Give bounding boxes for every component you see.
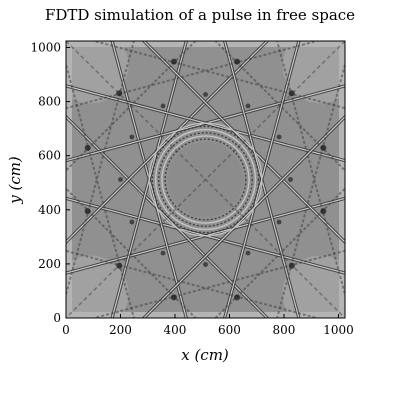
- wavefront-line-dashed: [90, 249, 345, 318]
- wavefront-line-light: [143, 116, 345, 318]
- interference-node: [203, 92, 208, 97]
- interference-node: [245, 250, 251, 256]
- interference-node: [245, 103, 251, 109]
- interference-node: [276, 219, 282, 225]
- x-tick-label: 1000: [323, 323, 354, 337]
- x-axis-label: x (cm): [181, 346, 229, 364]
- wavefront-line-light: [111, 41, 187, 318]
- wavefront-line-light: [66, 197, 345, 274]
- boundary-band: [66, 41, 345, 318]
- y-tick-label: 1000: [30, 40, 61, 54]
- corner-reflection: [282, 41, 345, 104]
- corner-reflection: [66, 41, 129, 104]
- corner-reflection: [66, 255, 129, 318]
- x-tick-label: 200: [109, 323, 132, 337]
- y-axis-label: y (cm): [6, 156, 24, 205]
- interference-node: [320, 144, 327, 151]
- wavefront-line-dashed: [66, 41, 197, 172]
- y-tick-label: 400: [38, 203, 61, 217]
- wavefront-line-light: [66, 41, 268, 243]
- wavefront-line-light: [66, 85, 345, 162]
- interference-node: [84, 144, 91, 151]
- x-tick-label: 800: [273, 323, 296, 337]
- wavefront-line-dashed: [66, 187, 197, 318]
- interference-node: [288, 262, 295, 269]
- interference-node: [160, 250, 166, 256]
- interference-node: [320, 208, 327, 215]
- interference-node: [234, 294, 241, 301]
- y-tick-label: 600: [38, 149, 61, 163]
- chart-title: FDTD simulation of a pulse in free space: [45, 6, 355, 24]
- wavefront-line-dashed: [214, 187, 345, 318]
- y-tick-label: 200: [38, 257, 61, 271]
- wavefront-line-dashed: [276, 41, 345, 299]
- diagonal-wavefront: [66, 41, 345, 318]
- plot-frame: [65, 40, 346, 319]
- wavefront-line-dashed: [66, 41, 135, 299]
- interference-node: [170, 294, 177, 301]
- x-tick-label: 600: [218, 323, 241, 337]
- interference-node: [203, 262, 208, 267]
- ripple-ring: [158, 132, 253, 227]
- wavefront-line-dashed: [66, 249, 321, 318]
- ripple-ring: [151, 125, 260, 234]
- y-tick-label: 0: [53, 311, 61, 325]
- x-tick-label: 0: [62, 323, 70, 337]
- wavefront-line-dashed: [66, 60, 135, 318]
- interference-node: [170, 58, 177, 65]
- interference-node: [160, 103, 166, 109]
- corner-reflection: [282, 255, 345, 318]
- x-axis: 0 200 400 600 800 1000: [62, 314, 354, 337]
- wavefront-line-dashed: [276, 60, 345, 318]
- ripple-ring: [161, 135, 250, 224]
- interference-node: [129, 134, 135, 140]
- interference-node: [234, 58, 241, 65]
- wavefront-line-dashed: [66, 41, 321, 110]
- interference-node: [116, 262, 123, 269]
- interference-node: [129, 219, 135, 225]
- wave-field: [66, 41, 345, 318]
- y-axis: 0 200 400 600 800 1000: [30, 40, 70, 325]
- interference-node: [276, 134, 282, 140]
- ripple-ring: [148, 122, 263, 237]
- interference-node: [118, 177, 123, 182]
- inner-region: [168, 142, 243, 217]
- wavefront-line-light: [143, 41, 345, 243]
- x-tick-label: 400: [164, 323, 187, 337]
- wavefront-line-light: [66, 85, 345, 162]
- interference-node: [84, 208, 91, 215]
- wavefront-line-light: [224, 41, 300, 318]
- wavefront-line-dashed: [90, 41, 345, 110]
- wavefront-line-light: [224, 41, 300, 318]
- wavefront-line-light: [66, 197, 345, 274]
- plot-area: [65, 40, 346, 319]
- diagonal-wavefront: [66, 41, 345, 318]
- interference-node: [288, 90, 295, 97]
- interference-node: [288, 177, 293, 182]
- ripple-ring: [164, 138, 247, 221]
- wavefront-line-light: [111, 41, 187, 318]
- wavefront-line-light: [66, 116, 268, 318]
- ripple-ring: [154, 128, 257, 231]
- y-tick-label: 800: [38, 95, 61, 109]
- wavefront-line-dashed: [214, 41, 345, 172]
- interference-node: [116, 90, 123, 97]
